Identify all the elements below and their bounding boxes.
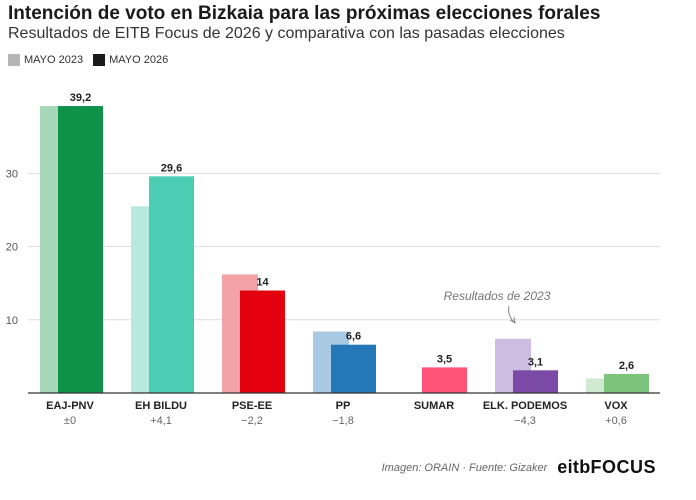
- data-label: 29,6: [161, 162, 182, 174]
- y-tick-label: 10: [6, 315, 18, 327]
- legend-swatch-2026: [93, 54, 106, 66]
- y-tick-label: 20: [6, 242, 18, 254]
- change-label: −4,3: [514, 415, 536, 427]
- bar-2026: [240, 290, 285, 393]
- chart-title: Intención de voto en Bizkaia para las pr…: [8, 3, 601, 24]
- bar-2026: [149, 176, 194, 393]
- legend-label-2026: MAYO 2026: [109, 54, 169, 66]
- annotation-text: Resultados de 2023: [444, 289, 551, 303]
- bar-2026: [422, 367, 467, 393]
- legend-swatch-2023: [8, 54, 20, 66]
- x-tick-label: SUMAR: [414, 400, 454, 412]
- legend: MAYO 2023 MAYO 2026: [8, 54, 178, 66]
- x-tick-label: PP: [336, 400, 351, 412]
- change-label: +0,6: [605, 415, 627, 427]
- annotation-arrow: [508, 305, 516, 324]
- x-tick-label: EH BILDU: [135, 400, 187, 412]
- source-credit: Imagen: ORAIN · Fuente: Gizaker: [381, 461, 548, 474]
- bar-2026: [513, 370, 558, 393]
- legend-label-2023: MAYO 2023: [24, 54, 84, 66]
- data-label: 39,2: [70, 92, 91, 104]
- bar-2026: [604, 373, 649, 393]
- x-tick-label: ELK. PODEMOS: [483, 400, 567, 412]
- footer: Imagen: ORAIN · Fuente: Gizaker eitbFOCU…: [382, 457, 656, 478]
- x-tick-label: PSE-EE: [232, 400, 272, 412]
- data-label: 14: [256, 277, 269, 289]
- legend-item-2026: MAYO 2026: [93, 54, 168, 66]
- x-tick-label: VOX: [604, 400, 628, 412]
- change-label: −2,2: [241, 415, 263, 427]
- change-label: +4,1: [150, 415, 172, 427]
- change-label: ±0: [64, 415, 76, 427]
- data-label: 2,6: [619, 360, 634, 372]
- data-label: 3,1: [528, 356, 543, 368]
- y-tick-label: 30: [6, 168, 18, 180]
- data-label: 6,6: [346, 331, 361, 343]
- eitb-focus-logo: eitbFOCUS: [557, 457, 656, 477]
- bar-2026: [58, 106, 103, 393]
- data-label: 3,5: [437, 353, 452, 365]
- chart-subtitle: Resultados de EITB Focus de 2026 y compa…: [8, 25, 565, 42]
- legend-item-2023: MAYO 2023: [8, 54, 83, 66]
- annotation-arrowhead: [509, 316, 516, 324]
- change-label: −1,8: [332, 415, 354, 427]
- bar-2026: [331, 344, 376, 393]
- x-tick-label: EAJ-PNV: [46, 400, 94, 412]
